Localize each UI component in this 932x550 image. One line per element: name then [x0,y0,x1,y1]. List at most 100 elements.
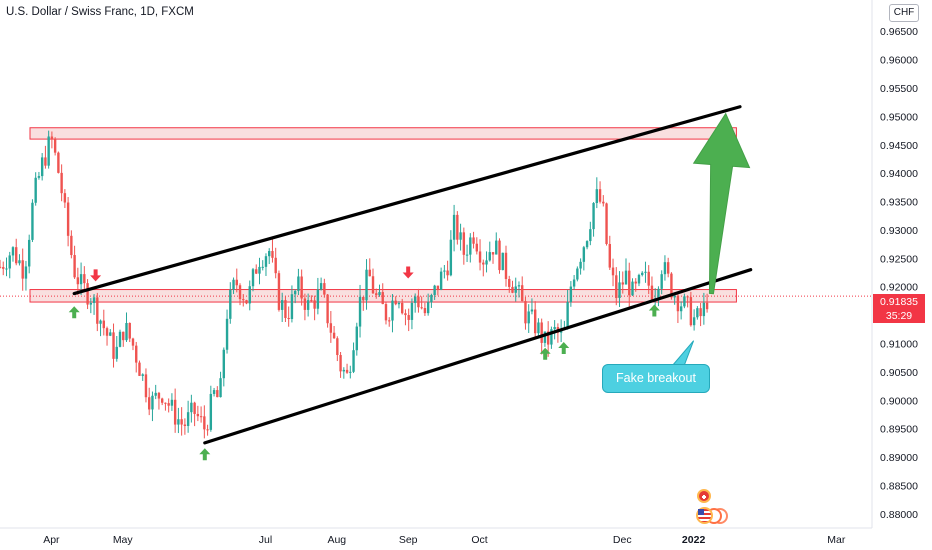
candle[interactable] [517,281,521,298]
candle[interactable] [589,221,592,246]
candle[interactable] [485,251,488,273]
candle[interactable] [112,323,115,368]
candle[interactable] [689,291,693,327]
candle[interactable] [222,347,226,387]
candle[interactable] [491,251,495,264]
arrow-up-icon[interactable] [558,342,570,355]
candle[interactable] [118,329,122,348]
candle[interactable] [426,293,430,316]
candle[interactable] [358,284,362,338]
candle[interactable] [268,248,271,265]
candle[interactable] [15,238,18,266]
candle[interactable] [79,262,83,295]
candle[interactable] [109,329,112,337]
candle[interactable] [404,309,407,326]
candle[interactable] [258,257,261,285]
candle[interactable] [24,260,28,291]
candle[interactable] [319,277,323,291]
candle[interactable] [31,199,34,243]
candle[interactable] [225,309,229,354]
candle[interactable] [456,211,459,245]
candle[interactable] [569,281,573,307]
candle[interactable] [216,386,219,398]
candle[interactable] [287,306,290,327]
candle[interactable] [148,387,151,416]
candle[interactable] [196,405,200,422]
candle[interactable] [235,268,238,293]
candle[interactable] [313,295,316,321]
candle[interactable] [336,336,339,362]
candle[interactable] [297,268,300,296]
candle[interactable] [193,401,196,427]
candle[interactable] [255,264,258,275]
candle[interactable] [21,248,24,291]
candle[interactable] [300,269,303,306]
candle[interactable] [378,284,381,297]
candle[interactable] [206,424,209,436]
candle[interactable] [199,406,203,423]
candle[interactable] [135,341,138,373]
candle[interactable] [550,326,553,349]
candle[interactable] [151,391,154,422]
candle[interactable] [329,311,333,343]
candle[interactable] [342,367,346,379]
candle[interactable] [511,280,514,294]
arrow-up-icon[interactable] [199,448,211,461]
candle[interactable] [579,258,582,275]
candle[interactable] [446,260,449,281]
candle[interactable] [264,253,268,276]
candle[interactable] [219,371,222,398]
candle[interactable] [248,280,251,311]
candle[interactable] [439,267,443,291]
resistance-zone[interactable] [29,127,737,140]
candle[interactable] [657,286,660,307]
candle[interactable] [293,289,297,304]
candle[interactable] [34,172,37,206]
candle[interactable] [326,293,329,328]
candle[interactable] [504,245,508,287]
candle[interactable] [615,267,618,306]
candle[interactable] [572,275,576,290]
candle[interactable] [180,407,183,436]
candle[interactable] [676,292,680,324]
candle[interactable] [368,258,371,277]
candle[interactable] [634,278,637,292]
candle[interactable] [644,261,647,283]
candle[interactable] [371,268,375,295]
candle[interactable] [696,306,699,320]
candle[interactable] [449,230,453,277]
candle[interactable] [332,325,336,339]
arrow-down-icon[interactable] [90,269,102,282]
candle[interactable] [8,251,11,279]
candle[interactable] [122,331,125,347]
candle[interactable] [177,407,180,434]
arrow-up-icon[interactable] [539,347,551,360]
candle[interactable] [167,398,170,413]
candle[interactable] [186,400,190,433]
candle[interactable] [303,293,307,321]
candle[interactable] [290,285,294,323]
candle[interactable] [482,259,485,277]
candle[interactable] [66,197,70,247]
candle[interactable] [86,279,89,310]
candle[interactable] [650,276,654,302]
candle[interactable] [582,245,586,271]
candle[interactable] [602,195,605,207]
candle[interactable] [631,278,634,296]
candle[interactable] [57,151,60,174]
candle[interactable] [245,299,248,305]
candle[interactable] [63,189,67,208]
candle[interactable] [624,258,628,285]
candle[interactable] [413,293,417,313]
candle[interactable] [50,131,54,149]
candle[interactable] [229,282,232,324]
candle[interactable] [44,145,47,169]
us-flag-icon[interactable] [696,507,713,524]
candle[interactable] [271,239,274,263]
candle[interactable] [102,309,105,336]
candle[interactable] [436,285,440,296]
swiss-flag-icon[interactable] [697,489,711,503]
candle[interactable] [76,267,80,295]
candle[interactable] [209,385,213,432]
candle[interactable] [242,294,245,307]
